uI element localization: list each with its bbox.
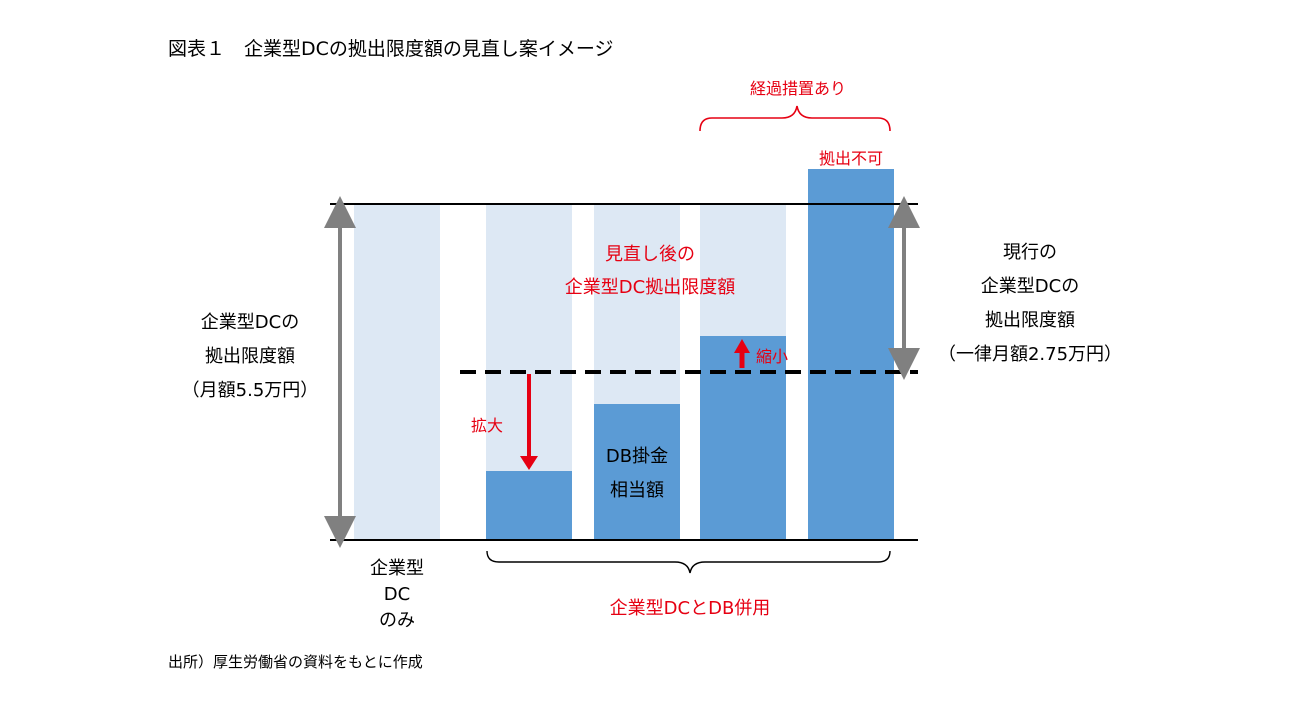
db-label-line-2: 相当額 [610, 480, 664, 501]
center-red-line-2: 企業型DC拠出限度額 [564, 277, 736, 298]
transition-brace [699, 105, 891, 132]
left-label-line-3: （月額5.5万円） [181, 380, 319, 401]
expand-arrow-head [520, 456, 538, 470]
expand-label: 拡大 [471, 416, 504, 435]
center-red-line-1: 見直し後の [605, 244, 695, 265]
dc-only-label-line-2: DC [383, 584, 411, 605]
shrink-label: 縮小 [756, 347, 789, 366]
right-label-line-3: 拠出限度額 [985, 310, 1075, 331]
combined-brace [486, 550, 891, 574]
figure-title: 図表１ 企業型DCの拠出限度額の見直し案イメージ [168, 38, 614, 60]
combined-4-db-bar [808, 169, 894, 540]
dc-only-full-bar [354, 204, 440, 540]
right-label-line-2: 企業型DCの [980, 276, 1080, 297]
shrink-arrow-head [734, 339, 750, 353]
dc-only-label-line-3: のみ [379, 610, 415, 631]
source-note: 出所）厚生労働省の資料をもとに作成 [168, 653, 423, 671]
left-label-line-2: 拠出限度額 [205, 346, 295, 367]
right-label-line-1: 現行の [1003, 242, 1057, 263]
left-label-line-1: 企業型DCの [200, 312, 300, 333]
dc-only-label-line-1: 企業型 [370, 558, 424, 579]
over-bar-label: 拠出不可 [818, 149, 883, 168]
combined-1-db-bar [486, 471, 572, 540]
combined-label: 企業型DCとDB併用 [609, 598, 771, 619]
transition-note: 経過措置あり [749, 79, 846, 98]
right-label-line-4: （一律月額2.75万円） [937, 344, 1123, 365]
combined-2-db-bar [594, 404, 680, 540]
db-label-line-1: DB掛金 [605, 446, 669, 467]
